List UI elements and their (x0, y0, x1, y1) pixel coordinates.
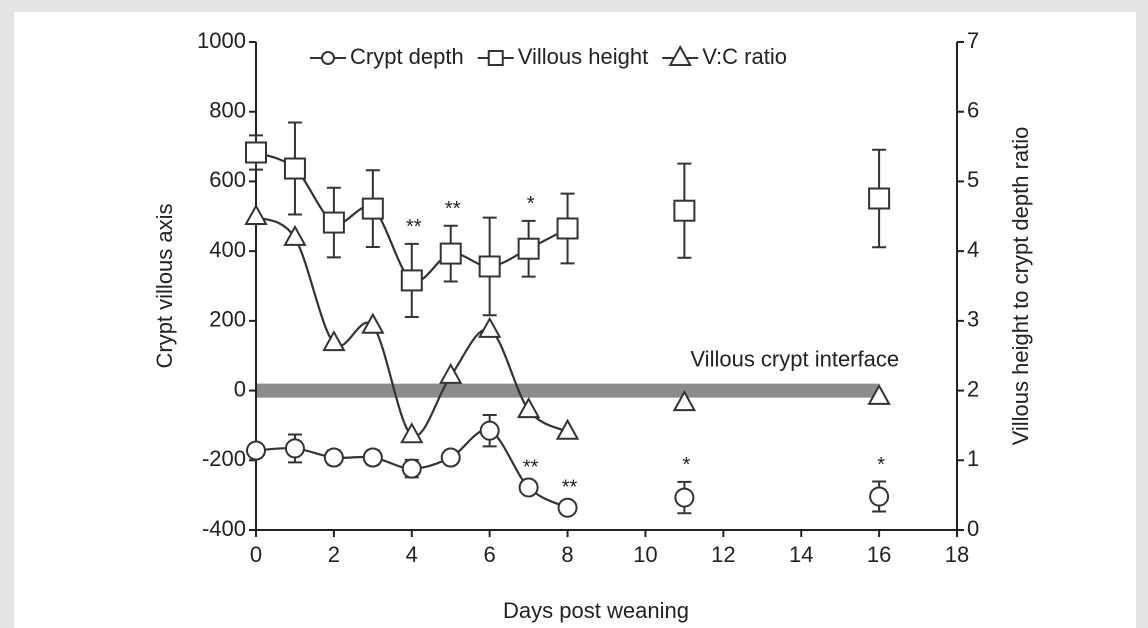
y-tick-label: -200 (202, 446, 246, 471)
data-point (322, 330, 346, 352)
annotation: ** (406, 216, 422, 238)
legend-label: V:C ratio (702, 44, 787, 69)
data-point (400, 422, 424, 444)
data-point (400, 269, 423, 292)
y-tick-label: 800 (209, 98, 246, 123)
annotation: * (877, 454, 885, 476)
data-point (478, 255, 501, 278)
data-point (283, 157, 306, 180)
y2-tick-label: 1 (967, 446, 979, 471)
y-tick-label: 600 (209, 167, 246, 192)
data-point (518, 477, 539, 498)
y-tick-label: 0 (234, 376, 246, 401)
x-axis-label: Days post weaning (503, 598, 689, 623)
annotation: ** (523, 456, 539, 478)
data-point (869, 486, 890, 507)
data-point (246, 440, 266, 461)
y-axis-label: Crypt villous axis (152, 203, 177, 368)
y2-tick-label: 7 (967, 28, 979, 53)
annotation: * (527, 193, 535, 215)
data-point (868, 187, 891, 210)
data-point (284, 438, 305, 459)
data-point (283, 224, 307, 246)
data-point (440, 447, 461, 468)
x-tick-label: 6 (484, 542, 496, 567)
data-point (477, 316, 502, 338)
reference-label: Villous crypt interface (690, 346, 899, 371)
annotation: ** (445, 198, 461, 220)
x-tick-label: 14 (789, 542, 813, 567)
data-point (556, 217, 579, 240)
panel (14, 12, 1136, 628)
x-tick-label: 12 (711, 542, 735, 567)
y2-tick-label: 3 (967, 307, 979, 332)
y-tick-label: 200 (209, 307, 246, 332)
data-point (517, 237, 540, 260)
legend-marker (487, 50, 504, 66)
y-tick-label: -400 (202, 516, 246, 541)
data-point (479, 420, 500, 441)
data-point (362, 447, 383, 468)
y2-tick-label: 6 (967, 98, 979, 123)
legend-marker (668, 44, 692, 66)
x-tick-label: 2 (328, 542, 340, 567)
x-tick-label: 4 (406, 542, 418, 567)
data-point (867, 383, 891, 405)
data-point (322, 211, 345, 234)
data-point (673, 199, 696, 222)
data-point (516, 397, 541, 419)
annotation: * (682, 454, 690, 476)
y-tick-label: 400 (209, 237, 246, 262)
data-point (361, 312, 385, 334)
y2-tick-label: 4 (967, 237, 979, 262)
data-point (557, 497, 578, 518)
annotation: ** (562, 476, 578, 498)
x-tick-label: 10 (633, 542, 657, 567)
data-point (555, 418, 580, 440)
y2-tick-label: 2 (967, 376, 979, 401)
y2-tick-label: 0 (967, 516, 979, 541)
data-point (401, 458, 422, 479)
data-point (674, 487, 695, 508)
x-tick-label: 18 (945, 542, 969, 567)
y-tick-label: 1000 (197, 28, 246, 53)
x-tick-label: 0 (250, 542, 262, 567)
data-point (244, 203, 268, 225)
data-point (439, 242, 462, 265)
data-point (245, 141, 267, 164)
y2-axis-label: Villous height to crypt depth ratio (1008, 127, 1033, 446)
x-tick-label: 16 (867, 542, 891, 567)
data-point (439, 362, 463, 384)
data-point (361, 197, 384, 220)
data-point (323, 447, 344, 468)
legend-label: Crypt depth (350, 44, 464, 69)
legend-label: Villous height (518, 44, 648, 69)
y2-tick-label: 5 (967, 167, 979, 192)
data-point (672, 390, 697, 412)
legend-marker (321, 51, 335, 65)
x-tick-label: 8 (561, 542, 573, 567)
